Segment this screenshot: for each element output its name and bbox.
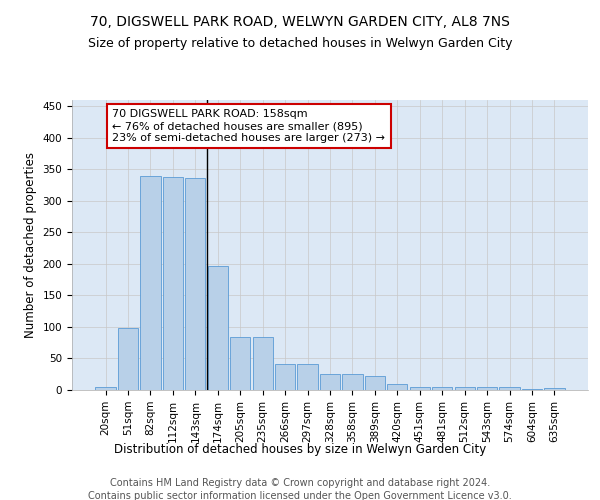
Bar: [320, 374, 340, 390]
Bar: [387, 384, 407, 390]
Bar: [499, 388, 520, 390]
Bar: [343, 374, 362, 390]
Text: 70, DIGSWELL PARK ROAD, WELWYN GARDEN CITY, AL8 7NS: 70, DIGSWELL PARK ROAD, WELWYN GARDEN CI…: [90, 15, 510, 29]
Bar: [544, 388, 565, 390]
Bar: [163, 177, 183, 390]
Bar: [275, 364, 295, 390]
Bar: [140, 176, 161, 390]
Text: Contains public sector information licensed under the Open Government Licence v3: Contains public sector information licen…: [88, 491, 512, 500]
Text: Contains HM Land Registry data © Crown copyright and database right 2024.: Contains HM Land Registry data © Crown c…: [110, 478, 490, 488]
Bar: [477, 387, 497, 390]
Bar: [95, 387, 116, 390]
Text: Size of property relative to detached houses in Welwyn Garden City: Size of property relative to detached ho…: [88, 38, 512, 51]
Text: 70 DIGSWELL PARK ROAD: 158sqm
← 76% of detached houses are smaller (895)
23% of : 70 DIGSWELL PARK ROAD: 158sqm ← 76% of d…: [112, 110, 385, 142]
Bar: [365, 376, 385, 390]
Bar: [522, 388, 542, 390]
Text: Distribution of detached houses by size in Welwyn Garden City: Distribution of detached houses by size …: [114, 442, 486, 456]
Bar: [253, 337, 273, 390]
Bar: [118, 328, 138, 390]
Bar: [298, 364, 317, 390]
Bar: [208, 266, 228, 390]
Bar: [230, 337, 250, 390]
Y-axis label: Number of detached properties: Number of detached properties: [24, 152, 37, 338]
Bar: [432, 387, 452, 390]
Bar: [185, 178, 205, 390]
Bar: [410, 387, 430, 390]
Bar: [455, 388, 475, 390]
